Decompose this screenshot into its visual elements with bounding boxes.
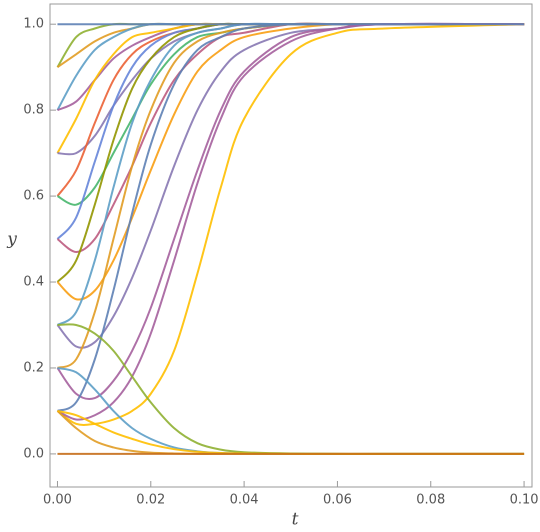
series-line — [56, 410, 525, 455]
y-tick-label: 1.0 — [23, 17, 44, 32]
series-line — [56, 23, 525, 426]
y-tick-label: 0.4 — [23, 275, 44, 290]
x-tick-label: 0.10 — [510, 493, 539, 508]
x-tick-label: 0.04 — [230, 493, 259, 508]
y-axis-label: y — [6, 230, 17, 250]
series-line — [56, 22, 525, 301]
series-line — [57, 366, 525, 455]
series-line — [57, 22, 525, 421]
series-line — [57, 409, 525, 455]
x-tick-label: 0.02 — [136, 493, 165, 508]
series-line — [56, 22, 525, 283]
series-line — [56, 22, 525, 400]
x-tick-label: 0.00 — [43, 493, 72, 508]
series-line — [56, 22, 525, 240]
x-tick-label: 0.06 — [323, 493, 352, 508]
series-line — [56, 22, 525, 154]
y-tick-label: 0.6 — [23, 189, 44, 204]
x-tick-label: 0.08 — [416, 493, 445, 508]
series-line — [56, 22, 525, 197]
y-tick-label: 0.2 — [23, 360, 44, 375]
series-line — [57, 22, 525, 412]
y-tick-label: 0.8 — [23, 103, 44, 118]
series-line — [57, 323, 525, 455]
y-tick-label: 0.0 — [23, 446, 44, 461]
plot-frame — [49, 3, 533, 488]
x-axis-label: t — [292, 510, 299, 530]
